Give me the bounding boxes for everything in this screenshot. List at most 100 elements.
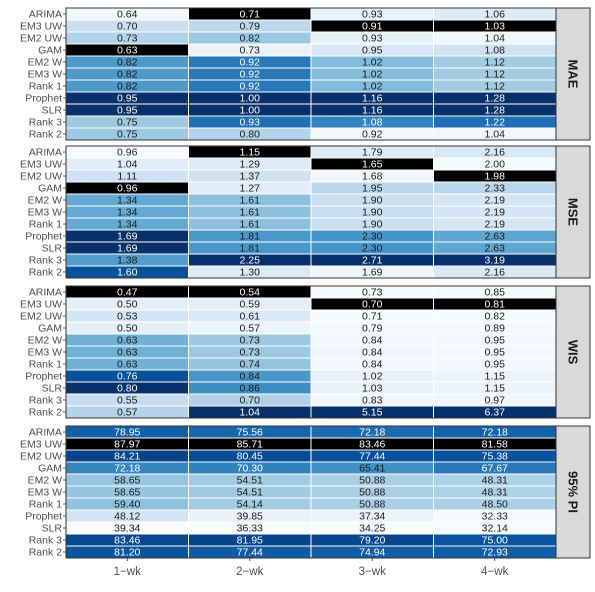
cell-value-label: 2.71	[362, 255, 383, 267]
cell-value-label: 1.90	[362, 195, 383, 207]
cell-value-label: 83.46	[359, 439, 385, 451]
heatmap-cell: 0.89	[433, 321, 557, 335]
cell-value-label: 0.47	[117, 287, 138, 299]
cell-value-label: 1.02	[362, 81, 383, 93]
heatmap-cell: 2.30	[310, 229, 434, 243]
cell-value-label: 0.53	[117, 311, 138, 323]
heatmap-cell: 48.31	[433, 473, 557, 487]
row-label: Prophet	[25, 371, 62, 383]
heatmap-cell: 1.90	[310, 217, 434, 231]
cell-value-label: 2.19	[485, 219, 506, 231]
row-label: EM3 W	[28, 487, 63, 499]
heatmap-cell: 0.63	[65, 345, 189, 359]
cell-value-label: 0.63	[117, 45, 138, 57]
cell-value-label: 2.63	[485, 243, 506, 255]
row-label: EM3 W	[28, 69, 63, 81]
cell-value-label: 0.82	[240, 33, 261, 45]
heatmap-cell: 1.90	[310, 205, 434, 219]
cell-value-label: 0.71	[362, 311, 383, 323]
heatmap-cell: 6.37	[433, 405, 557, 419]
facet-strip-label: MSE	[566, 198, 581, 227]
cell-value-label: 0.82	[117, 69, 138, 81]
heatmap-cell: 0.95	[433, 345, 557, 359]
cell-value-label: 0.79	[362, 323, 383, 335]
heatmap-cell: 1.04	[188, 405, 312, 419]
row-label: EM3 W	[28, 347, 63, 359]
heatmap-cell: 1.08	[433, 43, 557, 57]
heatmap-cell: 37.34	[310, 509, 434, 523]
heatmap-cell: 0.84	[310, 357, 434, 371]
cell-value-label: 0.97	[485, 395, 506, 407]
heatmap-cell: 70.30	[188, 461, 312, 475]
cell-value-label: 0.84	[362, 335, 383, 347]
cell-value-label: 1.02	[362, 57, 383, 69]
cell-value-label: 72.93	[482, 547, 508, 559]
row-label: EM2 UW	[20, 33, 62, 45]
cell-value-label: 0.57	[240, 323, 261, 335]
heatmap-cell: 1.34	[65, 205, 189, 219]
heatmap-cell: 2.19	[433, 193, 557, 207]
row-label: Rank 2	[29, 547, 62, 559]
heatmap-cell: 87.97	[65, 437, 189, 451]
heatmap-cell: 0.82	[65, 79, 189, 93]
heatmap-cell: 0.86	[188, 381, 312, 395]
cell-value-label: 36.33	[237, 523, 263, 535]
cell-value-label: 0.92	[362, 129, 383, 141]
cell-value-label: 48.31	[482, 475, 508, 487]
heatmap-cell: 0.73	[188, 333, 312, 347]
heatmap-cell: 0.73	[188, 43, 312, 57]
heatmap-cell: 1.34	[65, 193, 189, 207]
heatmap-cell: 54.51	[188, 485, 312, 499]
heatmap-cell: 1.69	[310, 265, 434, 279]
row-label: Rank 1	[29, 81, 62, 93]
cell-value-label: 0.73	[362, 287, 383, 299]
cell-value-label: 0.71	[240, 9, 261, 21]
heatmap-cell: 0.93	[310, 7, 434, 21]
cell-value-label: 0.84	[240, 371, 261, 383]
panel-wis: 0.47 0.54 0.73 0.85 0.50 0.59 0.70 0.81 0.53 0.61…	[20, 285, 591, 419]
heatmap-cell: 1.29	[188, 157, 312, 171]
heatmap-cell: 67.67	[433, 461, 557, 475]
heatmap-cell: 81.58	[433, 437, 557, 451]
heatmap-cell: 0.82	[65, 67, 189, 81]
row-label: Rank 1	[29, 219, 62, 231]
heatmap-cell: 0.71	[310, 309, 434, 323]
column-label: 2−wk	[236, 566, 263, 578]
cell-value-label: 1.69	[117, 231, 138, 243]
cell-value-label: 81.95	[237, 535, 263, 547]
cell-value-label: 1.34	[117, 195, 138, 207]
heatmap-cell: 2.33	[433, 181, 557, 195]
heatmap-cell: 1.61	[188, 205, 312, 219]
cell-value-label: 1.79	[362, 147, 383, 159]
heatmap-cell: 0.54	[188, 285, 312, 299]
cell-value-label: 2.63	[485, 231, 506, 243]
row-label: GAM	[38, 323, 62, 335]
cell-value-label: 1.34	[117, 219, 138, 231]
facet-strip-label: WIS	[566, 340, 581, 365]
heatmap-cell: 1.30	[188, 265, 312, 279]
cell-value-label: 1.04	[485, 33, 506, 45]
heatmap-cell: 1.12	[433, 79, 557, 93]
heatmap-cell: 50.88	[310, 473, 434, 487]
heatmap-cell: 2.19	[433, 205, 557, 219]
cell-value-label: 72.18	[482, 427, 508, 439]
heatmap-cell: 1.81	[188, 229, 312, 243]
cell-value-label: 1.03	[485, 21, 506, 33]
heatmap-cell: 0.70	[188, 393, 312, 407]
heatmap-cell: 0.61	[188, 309, 312, 323]
heatmap-cell: 84.21	[65, 449, 189, 463]
cell-value-label: 79.20	[359, 535, 385, 547]
row-label: EM2 W	[28, 335, 63, 347]
row-label: Rank 2	[29, 407, 62, 419]
heatmap-cell: 1.16	[310, 91, 434, 105]
cell-value-label: 59.40	[114, 499, 140, 511]
cell-value-label: 54.51	[237, 487, 263, 499]
cell-value-label: 32.33	[482, 511, 508, 523]
row-label: Prophet	[25, 231, 62, 243]
heatmap-cell: 1.16	[310, 103, 434, 117]
row-label: Rank 1	[29, 359, 62, 371]
cell-value-label: 1.00	[240, 105, 261, 117]
heatmap-cell: 2.71	[310, 253, 434, 267]
heatmap-cell: 0.93	[310, 31, 434, 45]
cell-value-label: 2.30	[362, 243, 383, 255]
